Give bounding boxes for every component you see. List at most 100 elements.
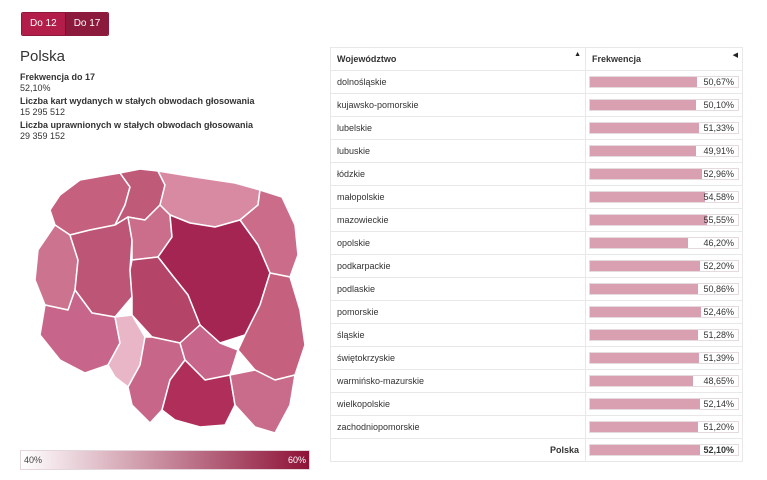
turnout-value: 52,46% bbox=[703, 307, 734, 317]
turnout-cell: 48,65% bbox=[585, 369, 743, 393]
turnout-cell: 55,55% bbox=[585, 208, 743, 232]
table-row[interactable]: lubelskie 51,33% bbox=[330, 116, 743, 140]
turnout-bar-fill bbox=[590, 376, 693, 386]
turnout-value: 50,86% bbox=[703, 284, 734, 294]
turnout-bar: 51,39% bbox=[589, 352, 739, 364]
turnout-label: Frekwencja do 17 bbox=[20, 72, 96, 82]
turnout-bar-fill bbox=[590, 445, 701, 455]
table-row[interactable]: wielkopolskie 52,14% bbox=[330, 392, 743, 416]
table-row[interactable]: podlaskie 50,86% bbox=[330, 277, 743, 301]
turnout-bar-fill bbox=[590, 307, 701, 317]
turnout-cell: 49,91% bbox=[585, 139, 743, 163]
turnout-value: 52,10% bbox=[703, 445, 734, 455]
table-row[interactable]: opolskie 46,20% bbox=[330, 231, 743, 255]
turnout-bar: 50,10% bbox=[589, 99, 739, 111]
turnout-bar-fill bbox=[590, 330, 699, 340]
turnout-value: 52,10% bbox=[20, 83, 51, 93]
column-header-turnout[interactable]: Frekwencja ◀ bbox=[585, 47, 743, 71]
turnout-bar: 52,20% bbox=[589, 260, 739, 272]
turnout-cell: 51,33% bbox=[585, 116, 743, 140]
turnout-bar-fill bbox=[590, 100, 696, 110]
turnout-value: 49,91% bbox=[703, 146, 734, 156]
turnout-value: 52,14% bbox=[703, 399, 734, 409]
turnout-value: 54,58% bbox=[703, 192, 734, 202]
scale-min-label: 40% bbox=[24, 455, 43, 465]
turnout-bar-fill bbox=[590, 261, 701, 271]
turnout-bar: 50,86% bbox=[589, 283, 739, 295]
turnout-cell: 50,67% bbox=[585, 70, 743, 94]
turnout-bar: 54,58% bbox=[589, 191, 739, 203]
eligible-label: Liczba uprawnionych w stałych obwodach g… bbox=[20, 120, 254, 130]
region-name: lubelskie bbox=[330, 116, 586, 140]
region-podkarpackie[interactable] bbox=[229, 369, 296, 434]
turnout-bar: 55,55% bbox=[589, 214, 739, 226]
turnout-bar-fill bbox=[590, 238, 688, 248]
tab-do-12[interactable]: Do 12 bbox=[22, 13, 65, 35]
turnout-bar-fill bbox=[590, 123, 699, 133]
tab-do-17[interactable]: Do 17 bbox=[64, 13, 109, 35]
table-row[interactable]: pomorskie 52,46% bbox=[330, 300, 743, 324]
region-name: zachodniopomorskie bbox=[330, 415, 586, 439]
turnout-bar: 52,96% bbox=[589, 168, 739, 180]
table-row-total[interactable]: Polska 52,10% bbox=[330, 438, 743, 462]
turnout-bar: 51,20% bbox=[589, 421, 739, 433]
region-name: wielkopolskie bbox=[330, 392, 586, 416]
turnout-bar: 49,91% bbox=[589, 145, 739, 157]
table-row[interactable]: lubuskie 49,91% bbox=[330, 139, 743, 163]
turnout-bar: 48,65% bbox=[589, 375, 739, 387]
region-name: podlaskie bbox=[330, 277, 586, 301]
region-name: Polska bbox=[330, 438, 586, 462]
column-header-region[interactable]: Województwo ▲ bbox=[330, 47, 586, 71]
table-row[interactable]: mazowieckie 55,55% bbox=[330, 208, 743, 232]
table-row[interactable]: warmińsko-mazurskie 48,65% bbox=[330, 369, 743, 393]
turnout-cell: 50,10% bbox=[585, 93, 743, 117]
turnout-value: 55,55% bbox=[703, 215, 734, 225]
turnout-value: 51,39% bbox=[703, 353, 734, 363]
turnout-table: Województwo ▲ Frekwencja ◀ dolnośląskie 50,… bbox=[330, 47, 743, 462]
turnout-bar-fill bbox=[590, 215, 708, 225]
turnout-bar: 52,10% bbox=[589, 444, 739, 456]
turnout-bar: 52,46% bbox=[589, 306, 739, 318]
color-scale-legend: 40% 60% bbox=[20, 450, 310, 470]
eligible-value: 29 359 152 bbox=[20, 131, 66, 141]
table-row[interactable]: podkarpackie 52,20% bbox=[330, 254, 743, 278]
table-row[interactable]: zachodniopomorskie 51,20% bbox=[330, 415, 743, 439]
turnout-value: 52,20% bbox=[703, 261, 734, 271]
region-name: świętokrzyskie bbox=[330, 346, 586, 370]
ballots-value: 15 295 512 bbox=[20, 107, 66, 117]
table-row[interactable]: dolnośląskie 50,67% bbox=[330, 70, 743, 94]
column-header-region-label: Województwo bbox=[337, 54, 397, 64]
turnout-bar-fill bbox=[590, 77, 698, 87]
turnout-value: 46,20% bbox=[703, 238, 734, 248]
region-name: dolnośląskie bbox=[330, 70, 586, 94]
turnout-bar-fill bbox=[590, 169, 702, 179]
country-title: Polska bbox=[20, 48, 66, 65]
poland-map bbox=[20, 165, 310, 445]
region-name: kujawsko-pomorskie bbox=[330, 93, 586, 117]
turnout-bar-fill bbox=[590, 284, 698, 294]
turnout-bar-fill bbox=[590, 146, 696, 156]
turnout-cell: 52,46% bbox=[585, 300, 743, 324]
turnout-bar-fill bbox=[590, 422, 699, 432]
turnout-cell: 52,96% bbox=[585, 162, 743, 186]
table-row[interactable]: łódzkie 52,96% bbox=[330, 162, 743, 186]
turnout-cell: 54,58% bbox=[585, 185, 743, 209]
turnout-cell: 52,14% bbox=[585, 392, 743, 416]
turnout-value: 50,67% bbox=[703, 77, 734, 87]
turnout-cell: 51,39% bbox=[585, 346, 743, 370]
table-row[interactable]: małopolskie 54,58% bbox=[330, 185, 743, 209]
region-name: śląskie bbox=[330, 323, 586, 347]
column-header-turnout-label: Frekwencja bbox=[592, 54, 642, 64]
turnout-bar: 50,67% bbox=[589, 76, 739, 88]
table-row[interactable]: kujawsko-pomorskie 50,10% bbox=[330, 93, 743, 117]
region-name: warmińsko-mazurskie bbox=[330, 369, 586, 393]
turnout-value: 51,28% bbox=[703, 330, 734, 340]
table-row[interactable]: śląskie 51,28% bbox=[330, 323, 743, 347]
turnout-cell: 51,28% bbox=[585, 323, 743, 347]
table-row[interactable]: świętokrzyskie 51,39% bbox=[330, 346, 743, 370]
turnout-value: 51,33% bbox=[703, 123, 734, 133]
region-malopolskie[interactable] bbox=[161, 359, 236, 428]
turnout-bar-fill bbox=[590, 192, 706, 202]
turnout-value: 50,10% bbox=[703, 100, 734, 110]
turnout-cell: 46,20% bbox=[585, 231, 743, 255]
